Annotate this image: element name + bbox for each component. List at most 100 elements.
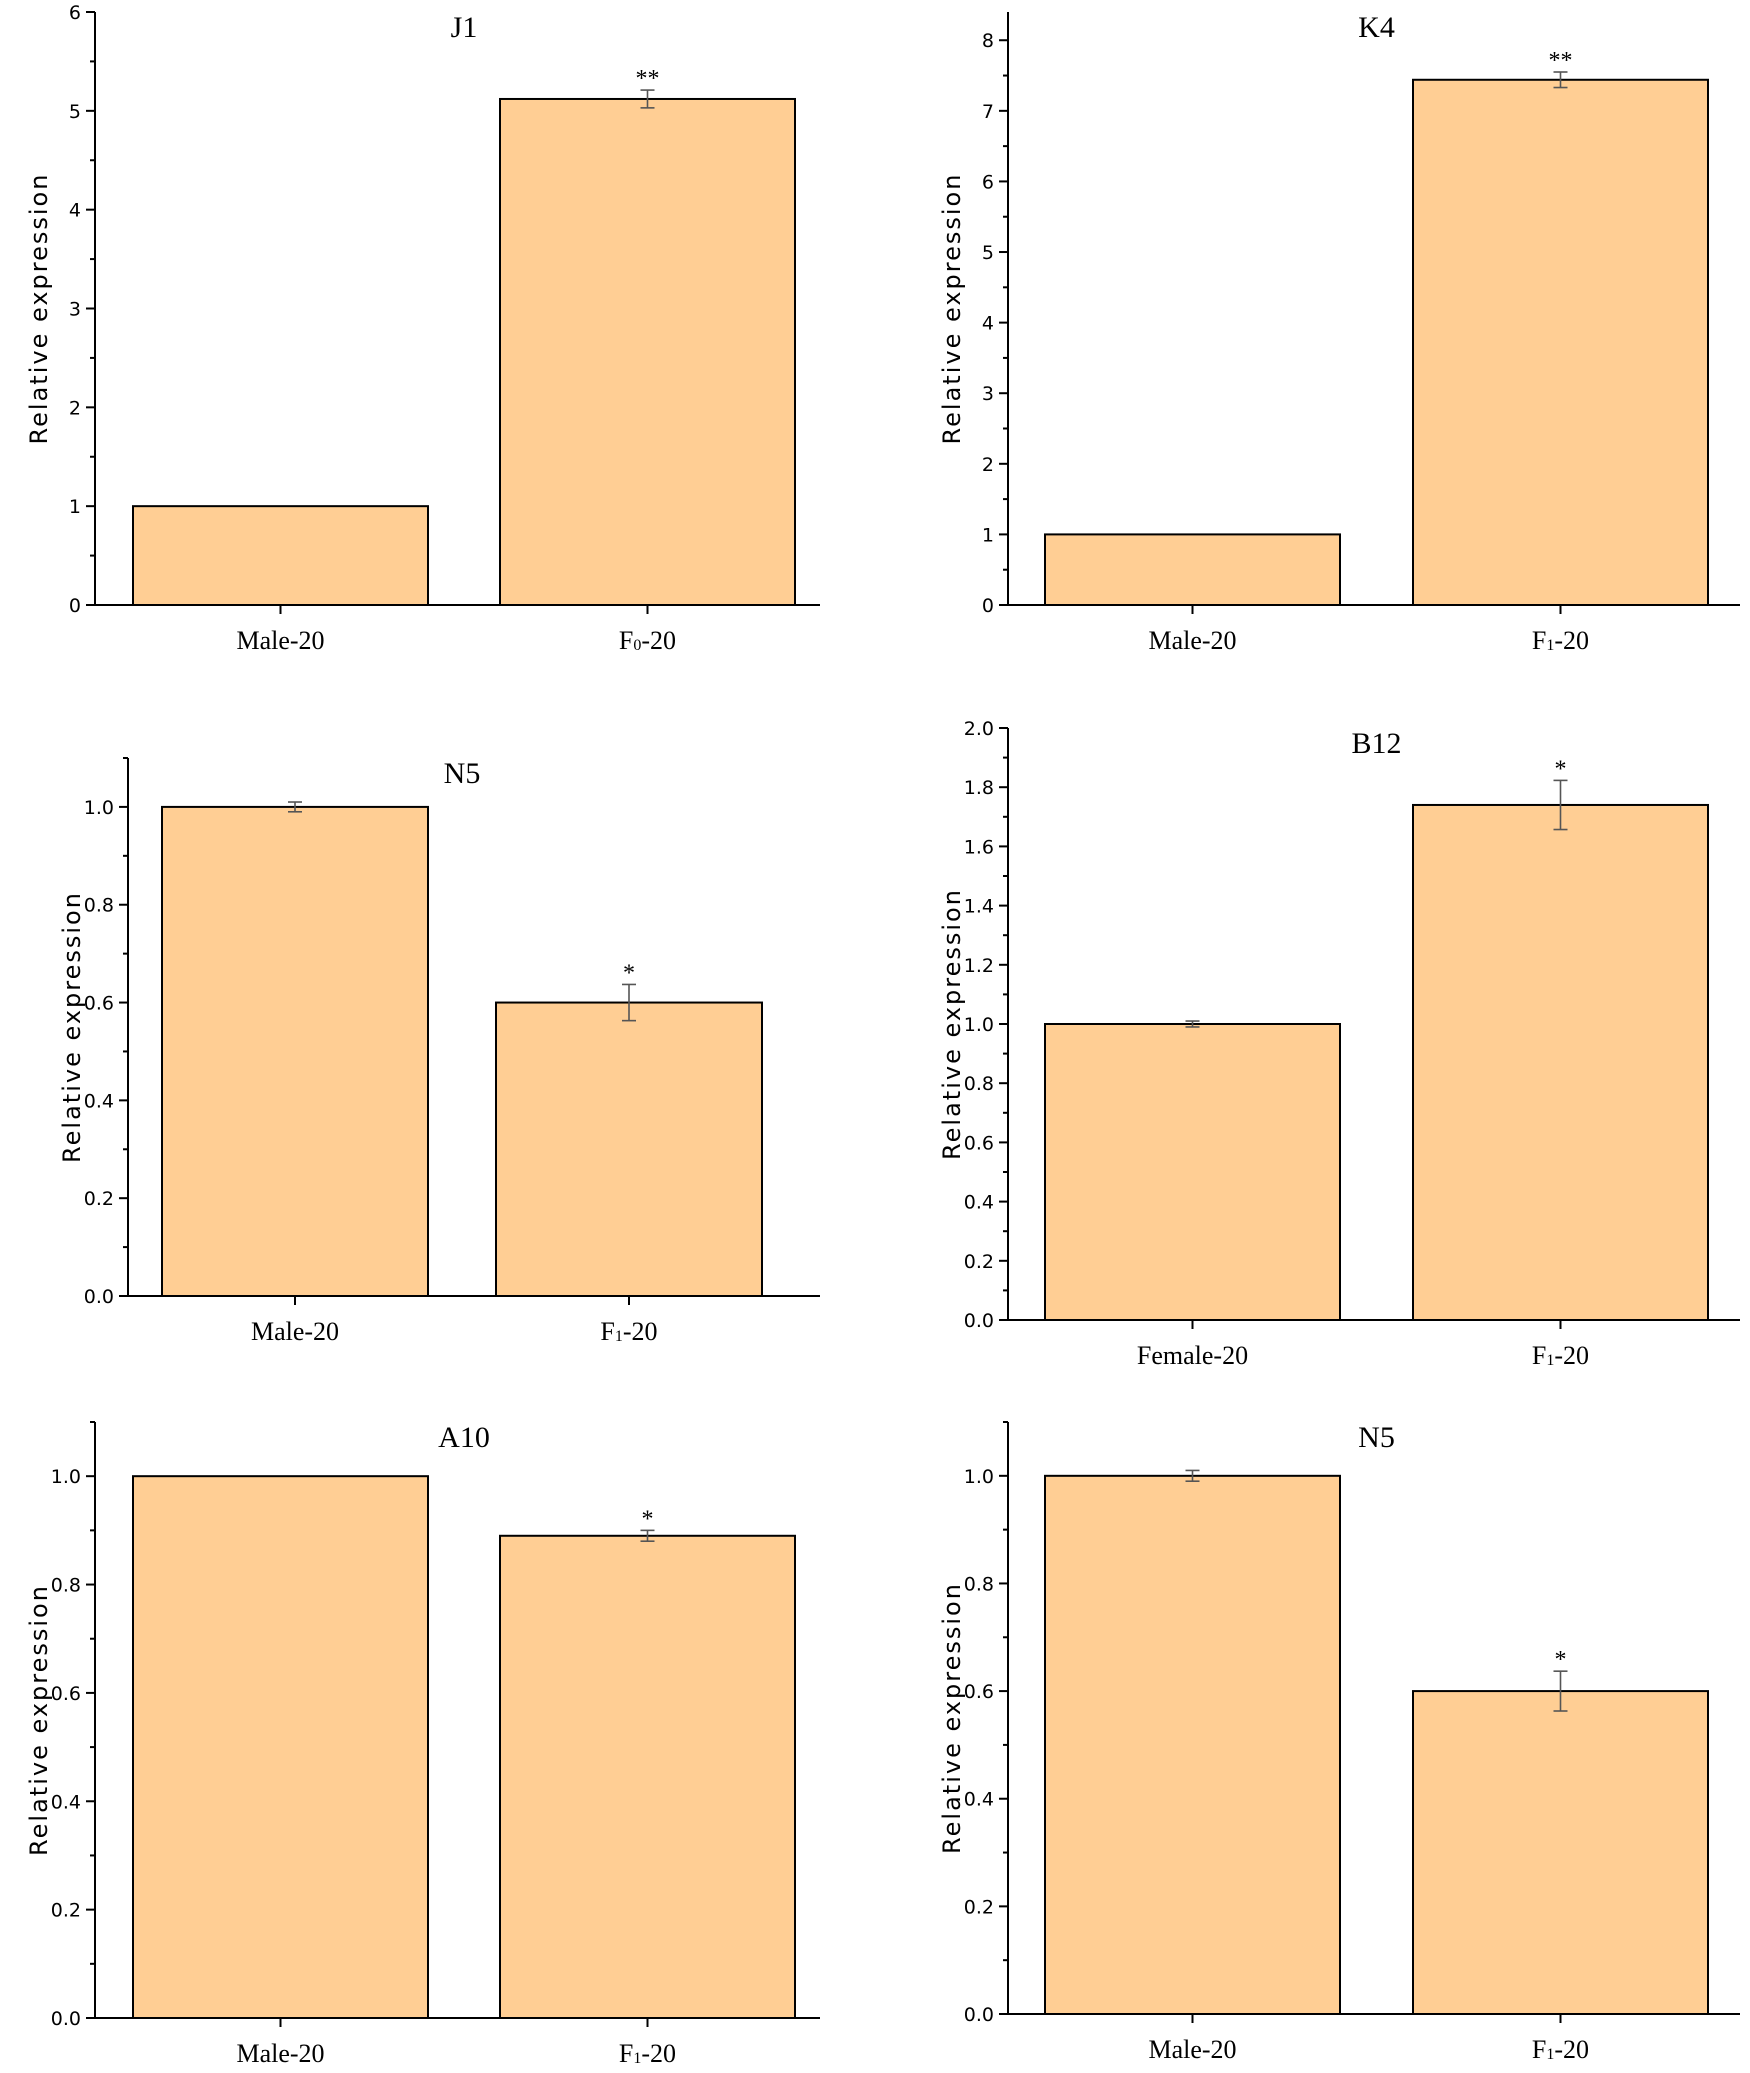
bar-1 bbox=[161, 805, 429, 1298]
significance-label: * bbox=[623, 960, 635, 986]
y-tick-label: 0.0 bbox=[964, 1310, 994, 1332]
error-bar-2 bbox=[1553, 1670, 1568, 1712]
x-tick-label: Male-20 bbox=[1148, 2035, 1236, 2064]
y-tick-label: 0.8 bbox=[84, 895, 114, 917]
y-tick-label: 6 bbox=[982, 171, 994, 193]
bar-1 bbox=[132, 1475, 429, 2019]
significance-label: ** bbox=[636, 66, 660, 92]
y-tick-label: 0.6 bbox=[84, 993, 114, 1015]
chart-title: N5 bbox=[444, 757, 481, 790]
y-tick-label: 1.0 bbox=[964, 1466, 994, 1488]
y-tick-label: 1 bbox=[69, 496, 81, 518]
chart-panel-1: ** 0 1 2 3 4 5 6 Male-20 F0-20 J1 Relative expressi… bbox=[25, 2, 820, 655]
y-tick-label: 0.4 bbox=[51, 1791, 81, 1813]
y-axis-label: Relative expression bbox=[938, 1582, 966, 1854]
x-tick-label: Male-20 bbox=[236, 626, 324, 655]
y-tick-label: 6 bbox=[69, 2, 81, 24]
y-axis-label: Relative expression bbox=[25, 173, 53, 445]
y-tick-label: 0.0 bbox=[964, 2004, 994, 2026]
x-tick-label: Male-20 bbox=[236, 2039, 324, 2068]
chart-title: B12 bbox=[1351, 727, 1401, 760]
y-tick-label: 8 bbox=[982, 30, 994, 52]
bar-2 bbox=[499, 97, 796, 607]
y-tick-label: 0.0 bbox=[84, 1286, 114, 1308]
error-bar-2 bbox=[622, 983, 636, 1022]
y-axis-label: Relative expression bbox=[25, 1584, 53, 1856]
significance-label: * bbox=[1555, 756, 1567, 782]
y-axis-label: Relative expression bbox=[58, 891, 86, 1163]
x-tick-label: Female-20 bbox=[1137, 1341, 1248, 1370]
y-tick-label: 0 bbox=[69, 595, 81, 617]
significance-label: * bbox=[642, 1506, 654, 1532]
bar-1 bbox=[1044, 533, 1341, 607]
y-tick-label: 4 bbox=[982, 313, 994, 335]
y-tick-label: 1.0 bbox=[964, 1014, 994, 1036]
y-tick-label: 0.2 bbox=[51, 1900, 81, 1922]
y-tick-label: 0.6 bbox=[964, 1681, 994, 1703]
y-tick-label: 0.4 bbox=[964, 1192, 994, 1214]
chart-title: J1 bbox=[451, 11, 478, 44]
y-tick-label: 1.2 bbox=[964, 955, 994, 977]
y-tick-label: 5 bbox=[982, 242, 994, 264]
x-tick-label: F1-20 bbox=[1532, 2035, 1589, 2064]
chart-panel-4: * 0.0 0.2 0.4 0.6 0.8 1.0 1.2 1.4 1.6 1.8 2.0 Female… bbox=[938, 718, 1740, 1370]
bar-1 bbox=[1044, 1474, 1341, 2016]
y-tick-label: 2 bbox=[982, 454, 994, 476]
y-tick-label: 3 bbox=[69, 299, 81, 321]
y-tick-label: 0.0 bbox=[51, 2008, 81, 2030]
chart-panel-5: * 0.0 0.2 0.4 0.6 0.8 1.0 Male-20 F1-20 A10 Relati… bbox=[25, 1421, 820, 2068]
y-tick-label: 5 bbox=[69, 101, 81, 123]
chart-title: A10 bbox=[438, 1421, 490, 1454]
x-tick-label: F0-20 bbox=[619, 626, 676, 655]
chart-title: K4 bbox=[1358, 11, 1395, 44]
y-tick-label: 0.4 bbox=[84, 1090, 114, 1112]
chart-panel-3: * 0.0 0.2 0.4 0.6 0.8 1.0 Male-20 F1-20 N5 Relativ… bbox=[58, 757, 820, 1346]
y-tick-label: 4 bbox=[69, 200, 81, 222]
error-bar-2 bbox=[1553, 71, 1568, 89]
error-bar-2 bbox=[640, 1529, 655, 1542]
y-tick-label: 0.2 bbox=[964, 1896, 994, 1918]
chart-title: N5 bbox=[1358, 1421, 1395, 1454]
bar-2 bbox=[1412, 78, 1709, 607]
bar-2 bbox=[495, 1001, 763, 1298]
bar-1 bbox=[132, 505, 429, 606]
error-bar-1 bbox=[1185, 1469, 1200, 1482]
bar-2 bbox=[1412, 1690, 1709, 2016]
y-tick-label: 0.6 bbox=[51, 1683, 81, 1705]
x-tick-label: F1-20 bbox=[619, 2039, 676, 2068]
bar-2 bbox=[499, 1534, 796, 2020]
y-tick-label: 0.8 bbox=[964, 1073, 994, 1095]
significance-label: * bbox=[1555, 1647, 1567, 1673]
error-bar-1 bbox=[288, 801, 302, 813]
x-tick-label: Male-20 bbox=[1148, 626, 1236, 655]
error-bar-2 bbox=[1553, 779, 1568, 831]
bar-2 bbox=[1412, 803, 1709, 1321]
error-bar-1 bbox=[1185, 1020, 1200, 1028]
x-tick-label: F1-20 bbox=[1532, 1341, 1589, 1370]
y-tick-label: 0.2 bbox=[84, 1188, 114, 1210]
x-tick-label: F1-20 bbox=[600, 1317, 657, 1346]
y-tick-label: 1.8 bbox=[964, 777, 994, 799]
x-tick-label: F1-20 bbox=[1532, 626, 1589, 655]
y-tick-label: 1.6 bbox=[964, 836, 994, 858]
y-tick-label: 0.2 bbox=[964, 1251, 994, 1273]
y-tick-label: 0.4 bbox=[964, 1789, 994, 1811]
y-axis-label: Relative expression bbox=[938, 888, 966, 1160]
significance-label: ** bbox=[1549, 48, 1573, 74]
error-bar-2 bbox=[640, 89, 655, 109]
y-tick-label: 1.0 bbox=[51, 1466, 81, 1488]
y-tick-label: 2.0 bbox=[964, 718, 994, 740]
y-tick-label: 1.0 bbox=[84, 797, 114, 819]
y-tick-label: 2 bbox=[69, 397, 81, 419]
y-axis-label: Relative expression bbox=[938, 173, 966, 445]
y-tick-label: 0.6 bbox=[964, 1132, 994, 1154]
chart-panel-6: * 0.0 0.2 0.4 0.6 0.8 1.0 Male-20 F1-20 N5 Relativ… bbox=[938, 1421, 1740, 2064]
y-tick-label: 1 bbox=[982, 524, 994, 546]
y-tick-label: 0 bbox=[982, 595, 994, 617]
y-tick-label: 7 bbox=[982, 101, 994, 123]
y-tick-label: 0.8 bbox=[964, 1573, 994, 1595]
y-tick-label: 0.8 bbox=[51, 1575, 81, 1597]
chart-panel-2: ** 0 1 2 3 4 5 6 7 8 Male-20 F1-20 K4 Relative expres… bbox=[938, 11, 1740, 655]
bar-1 bbox=[1044, 1023, 1341, 1321]
